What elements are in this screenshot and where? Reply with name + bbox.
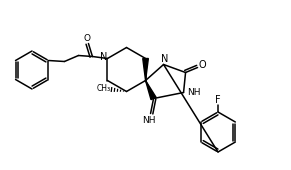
Text: O: O: [199, 61, 206, 71]
Polygon shape: [146, 81, 156, 100]
Text: F: F: [215, 95, 221, 105]
Polygon shape: [143, 58, 148, 81]
Text: N: N: [100, 53, 107, 63]
Text: N: N: [161, 55, 168, 64]
Text: CH₃: CH₃: [96, 84, 111, 93]
Text: NH: NH: [142, 116, 155, 125]
Text: NH: NH: [187, 88, 200, 97]
Text: O: O: [84, 34, 91, 43]
